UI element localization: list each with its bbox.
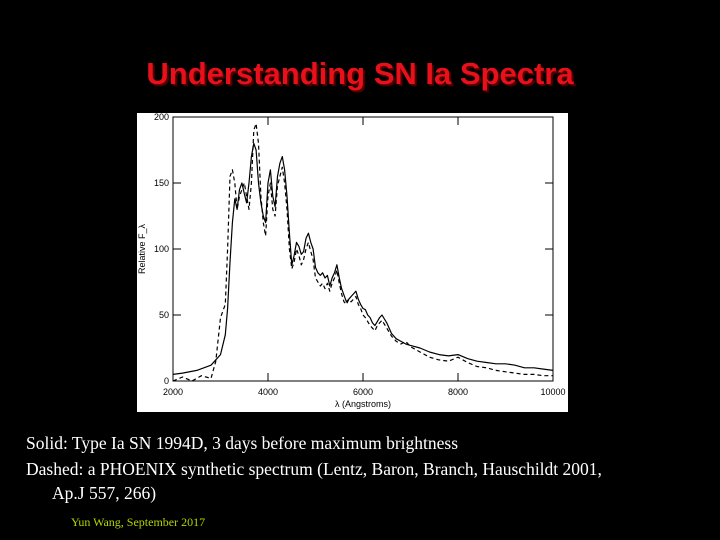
y-tick-label: 100 [154,244,169,254]
y-axis-label: Relative F_λ [137,223,147,274]
y-tick-label: 50 [159,310,169,320]
x-tick-label: 2000 [163,387,183,397]
spectrum-chart: 2000 4000 6000 8000 10000 0 50 100 150 200 λ (Angs… [137,113,568,412]
caption-solid: Solid: Type Ia SN 1994D, 3 days before m… [26,433,459,453]
x-tick-label: 8000 [448,387,468,397]
x-tick-label: 4000 [258,387,278,397]
solid-series-line [172,142,554,375]
slide-title: Understanding SN Ia Spectra [146,56,574,91]
x-tick-label: 10000 [540,387,565,397]
spectrum-chart-svg: 2000 4000 6000 8000 10000 0 50 100 150 200 λ (Angs… [137,113,566,409]
caption-dashed: Dashed: a PHOENIX synthetic spectrum (Le… [26,457,706,505]
footer-credit: Yun Wang, September 2017 [71,515,206,529]
dashed-series-line [172,123,553,382]
y-tick-label: 150 [154,178,169,188]
caption-dashed-line-1: Dashed: a PHOENIX synthetic spectrum (Le… [26,459,602,479]
y-tick-label: 0 [164,376,169,386]
x-tick-label: 6000 [353,387,373,397]
plot-frame [172,116,554,382]
x-axis-label: λ (Angstroms) [335,399,391,409]
y-tick-label: 200 [154,113,169,122]
caption-dashed-line-2: Ap.J 557, 266) [52,483,157,503]
